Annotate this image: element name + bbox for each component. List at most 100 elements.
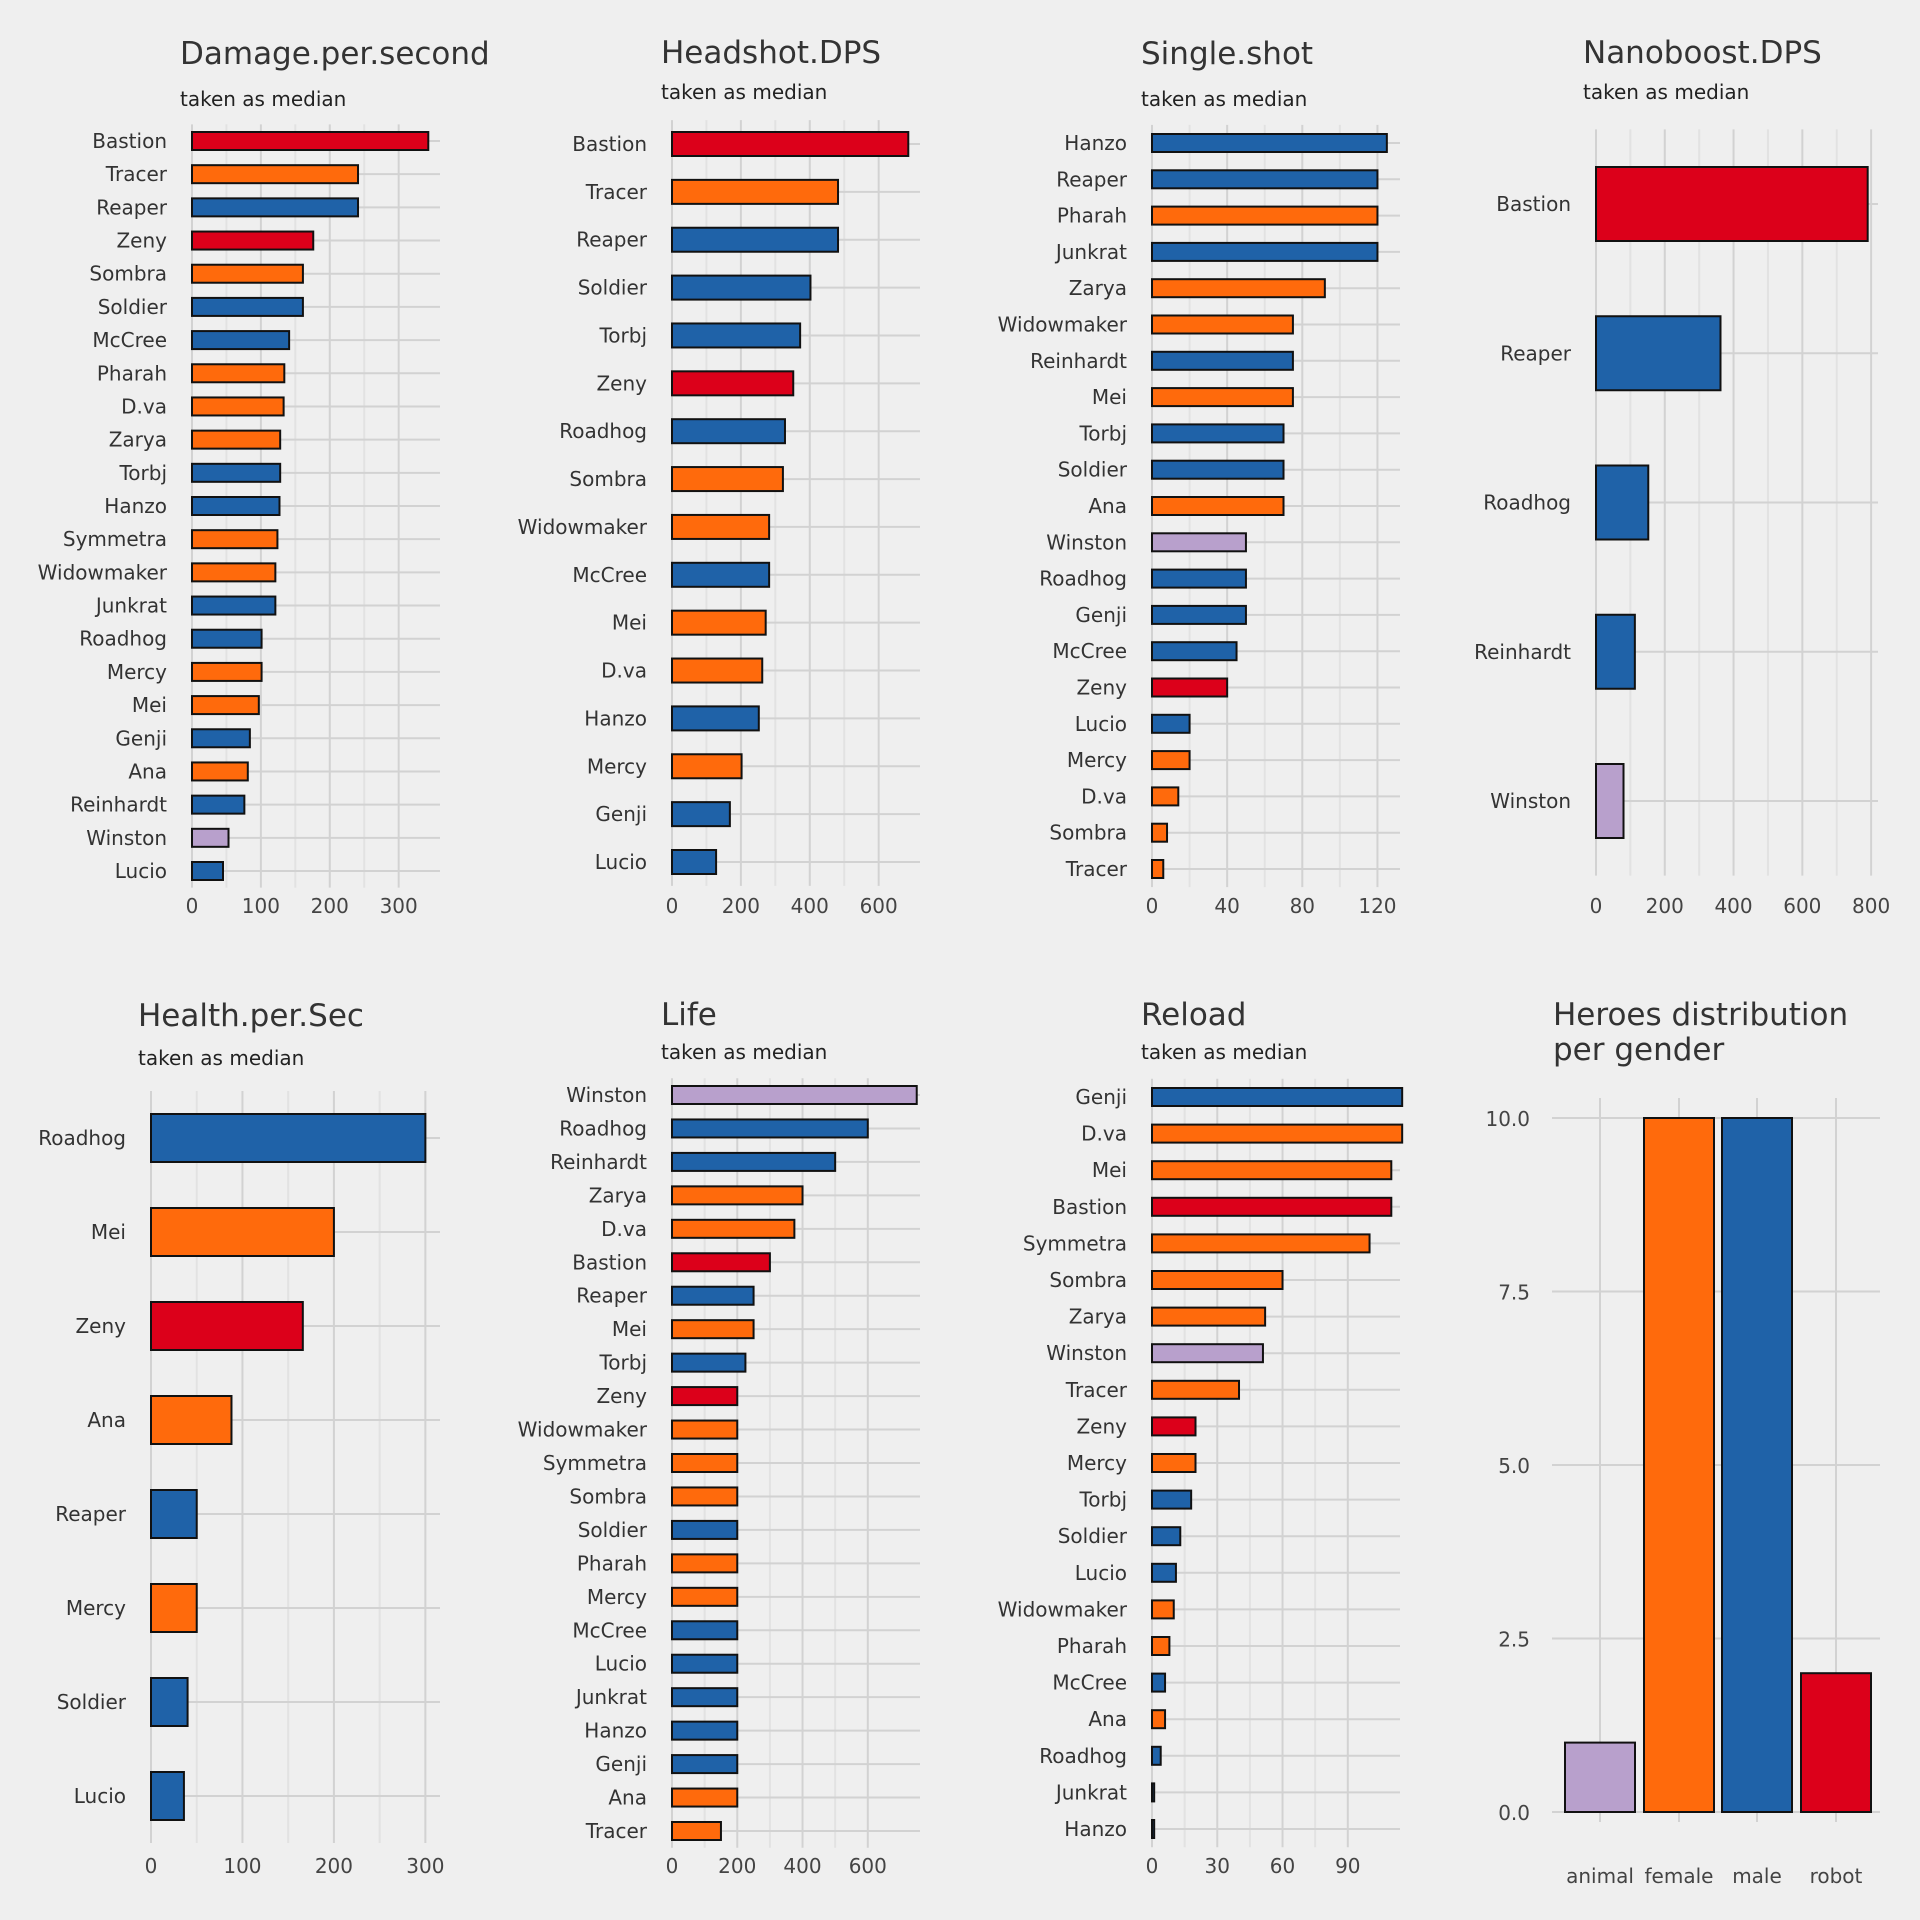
- bar-torbj: [191, 462, 282, 483]
- x-tick-label: 80: [1290, 894, 1315, 918]
- panel-subtitle: taken as median: [1583, 80, 1749, 104]
- bar-genji: [191, 728, 251, 749]
- category-label: Tracer: [1065, 1378, 1128, 1402]
- category-label: Pharah: [577, 1551, 647, 1575]
- category-label: Bastion: [572, 132, 647, 156]
- panel-title: Nanoboost.DPS: [1583, 35, 1822, 71]
- category-label: Tracer: [585, 180, 648, 204]
- category-label: Junkrat: [1054, 1780, 1127, 1804]
- bar-reaper: [191, 197, 360, 218]
- bar-torbj: [671, 322, 802, 349]
- bar-ana: [150, 1395, 233, 1445]
- category-label: Symmetra: [543, 1451, 647, 1475]
- category-label: Pharah: [97, 361, 167, 385]
- x-tick-label: 200: [311, 894, 349, 918]
- bar-soldier: [191, 296, 304, 317]
- bar-mccree: [1151, 1672, 1167, 1693]
- panel-subtitle: taken as median: [1141, 1040, 1307, 1064]
- chart-panel-0: Bastion Tracer Reaper Zeny Sombra Soldier McCr…: [38, 36, 490, 918]
- category-label: Mercy: [587, 754, 647, 778]
- category-label: Bastion: [92, 129, 167, 153]
- x-tick-label: 200: [315, 1854, 353, 1878]
- bar-genji: [671, 801, 731, 828]
- bar-pharah: [671, 1553, 739, 1574]
- bar-winston: [1151, 532, 1247, 553]
- category-label: Roadhog: [559, 1116, 647, 1140]
- bar-soldier: [671, 1519, 739, 1540]
- category-label: Symmetra: [63, 527, 167, 551]
- bar-female: [1643, 1117, 1715, 1813]
- category-label: D.va: [601, 659, 647, 683]
- category-label: Zeny: [1076, 676, 1127, 700]
- category-label: Ana: [1088, 494, 1127, 518]
- bar-reaper: [1595, 315, 1722, 392]
- category-label: Lucio: [74, 1784, 126, 1808]
- bar-roadhog: [1595, 464, 1650, 541]
- bar-tracer: [671, 178, 840, 205]
- category-label: Sombra: [89, 262, 167, 286]
- category-label: Bastion: [1496, 192, 1571, 216]
- bar-reaper: [1151, 169, 1379, 190]
- bar-mercy: [191, 661, 263, 682]
- category-label: Symmetra: [1023, 1231, 1127, 1255]
- bar-sombra: [671, 1486, 739, 1507]
- bar-mercy: [1151, 1453, 1197, 1473]
- bar-widowmaker: [1151, 314, 1294, 335]
- bar-zeny: [150, 1301, 304, 1351]
- category-label: Reaper: [96, 195, 168, 219]
- bar-lucio: [1151, 1562, 1177, 1583]
- bar-tracer: [1151, 1379, 1241, 1400]
- x-tick-label: animal: [1566, 1864, 1634, 1888]
- bar-zarya: [191, 429, 282, 450]
- category-label: Soldier: [98, 295, 168, 319]
- bar-zeny: [1151, 1416, 1197, 1437]
- category-label: D.va: [1081, 784, 1127, 808]
- chart-panel-7: 0.0 2.5 5.0 7.5 10.0 animal female male robot Her…: [1485, 997, 1880, 1888]
- category-label: Zarya: [589, 1183, 647, 1207]
- category-label: Torbj: [598, 323, 647, 347]
- category-label: Lucio: [1075, 1561, 1127, 1585]
- category-label: Hanzo: [584, 706, 647, 730]
- category-label: Roadhog: [79, 627, 167, 651]
- category-label: Torbj: [1078, 421, 1127, 445]
- category-label: Roadhog: [559, 419, 647, 443]
- category-label: Hanzo: [1064, 1817, 1127, 1841]
- bar-genji: [671, 1754, 739, 1775]
- bar-mercy: [1151, 750, 1191, 771]
- category-label: Zeny: [596, 371, 647, 395]
- category-label: Tracer: [105, 162, 168, 186]
- category-label: Widowmaker: [518, 515, 648, 539]
- category-label: Mei: [91, 1220, 126, 1244]
- bar-mei: [191, 695, 260, 716]
- y-tick-label: 7.5: [1498, 1281, 1530, 1305]
- bar-junkrat: [1151, 1782, 1156, 1803]
- category-label: Lucio: [115, 859, 167, 883]
- category-label: Tracer: [1065, 857, 1128, 881]
- category-label: Reinhardt: [1474, 640, 1571, 664]
- panel-title: Health.per.Sec: [138, 998, 364, 1034]
- category-label: Mei: [1092, 385, 1127, 409]
- bar-widowmaker: [1151, 1599, 1175, 1620]
- category-label: Junkrat: [1054, 240, 1127, 264]
- bar-reaper: [671, 1285, 755, 1306]
- bar-pharah: [191, 363, 286, 384]
- category-label: Mercy: [66, 1596, 126, 1620]
- category-label: Hanzo: [584, 1719, 647, 1743]
- bar-animal: [1564, 1741, 1636, 1813]
- bar-ana: [1151, 496, 1285, 516]
- bar-tracer: [191, 164, 360, 185]
- x-tick-label: 300: [406, 1854, 444, 1878]
- category-label: Soldier: [578, 276, 648, 300]
- bar-winston: [671, 1085, 918, 1105]
- category-label: D.va: [121, 394, 167, 418]
- x-tick-label: 40: [1214, 894, 1239, 918]
- bar-lucio: [150, 1771, 185, 1821]
- bar-mccree: [671, 1620, 739, 1641]
- x-tick-label: robot: [1810, 1864, 1863, 1888]
- category-label: Widowmaker: [518, 1418, 648, 1442]
- category-label: Mercy: [1067, 1451, 1127, 1475]
- bar-tracer: [1151, 859, 1165, 879]
- bar-mercy: [671, 1586, 739, 1607]
- category-label: Hanzo: [104, 494, 167, 518]
- category-label: Ana: [1088, 1707, 1127, 1731]
